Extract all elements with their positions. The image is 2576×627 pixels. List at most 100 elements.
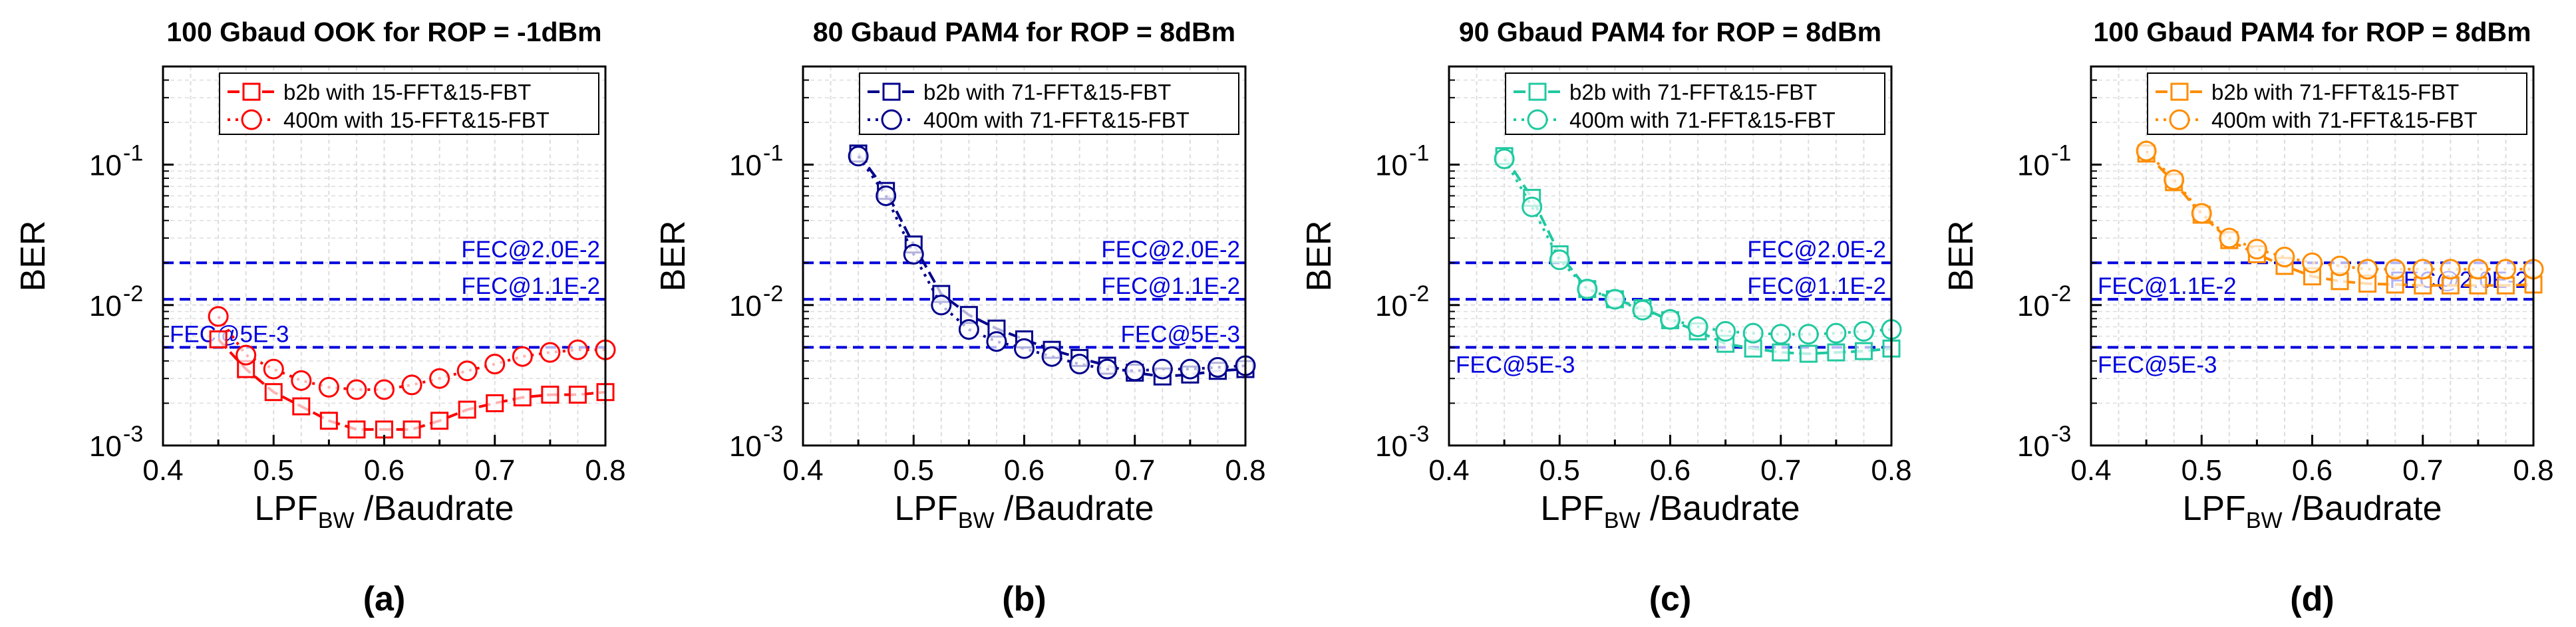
fec-threshold-label: FEC@2.0E-2 [1747,237,1886,263]
chart-title: 100 Gbaud OOK for ROP = -1dBm [166,17,601,47]
data-point-circle [2246,239,2267,260]
data-point-circle [1770,324,1792,345]
data-point-circle [2412,259,2434,280]
legend-entry: 400m with 15-FFT&15-FBT [283,108,550,132]
y-tick-label: 10 [2017,430,2050,463]
data-point-circle [1180,358,1201,380]
data-point-circle [1632,299,1653,320]
data-point-circle [318,376,339,398]
data-point-square [1854,342,1873,360]
legend-entry: b2b with 71-FFT&15-FBT [1569,80,1817,104]
x-tick-label: 0.6 [2292,454,2333,487]
y-tick-label: 10 [2017,150,2050,182]
x-tick-label: 0.7 [1114,454,1155,487]
data-point-circle [1826,322,1847,344]
data-point-circle [567,339,588,360]
x-axis-label-subscript: BW [2246,508,2283,533]
x-tick-label: 0.6 [364,454,404,487]
data-point-square [430,412,449,430]
x-tick-label: 0.8 [1225,454,1265,487]
data-point-square [2469,276,2488,295]
data-point-circle [401,374,422,396]
data-point-square [541,386,560,404]
chart-panel-a: 100 Gbaud OOK for ROP = -1dBm FEC@2.0E-2 F… [14,17,626,618]
data-point-square [486,394,504,412]
data-point-square [568,386,587,404]
data-point-circle [1660,309,1681,330]
data-point-square [1799,344,1818,363]
data-point-circle [374,379,395,400]
data-point-square [347,420,366,439]
legend: b2b with 71-FFT&15-FBT 400m with 71-FFT&1… [859,72,1239,135]
y-axis-label: BER [654,221,693,292]
data-point-circle [291,370,312,391]
legend-marker-square [242,82,261,101]
chart-panel-c: 90 Gbaud PAM4 for ROP = 8dBm FEC@2.0E-2 FE… [1300,17,1912,618]
data-point-circle [1096,358,1118,380]
data-point-square [2441,276,2460,295]
series-line-b2b [217,338,606,431]
data-point-circle [2274,246,2295,267]
data-point-circle [263,358,284,380]
data-point-circle [1522,196,1543,217]
y-axis-label: BER [1942,221,1981,292]
x-axis-label-rest: /Baudrate [2283,489,2442,528]
data-point-circle [2219,227,2240,249]
data-point-circle [208,306,229,327]
fec-threshold-label: FEC@5E-3 [1121,321,1240,347]
data-point-circle [1207,357,1228,378]
y-tick-label: 10 [89,290,122,322]
panel-label: (c) [1649,580,1692,618]
legend-frame [2147,72,2527,135]
data-point-square [2496,276,2515,295]
y-tick-label: 10 [729,430,762,463]
data-point-square [513,388,532,407]
y-tick-exponent: -1 [123,141,143,166]
x-axis-label-rest: /Baudrate [995,489,1154,528]
data-point-circle [1853,320,1874,342]
data-point-circle [2302,252,2323,273]
x-tick-label: 0.5 [1539,454,1580,487]
y-tick-label: 10 [89,150,122,182]
x-tick-label: 0.4 [1428,454,1469,487]
fec-threshold-label: FEC@5E-3 [1456,352,1575,378]
y-tick-label: 10 [89,430,122,463]
panel-label: (a) [363,580,406,618]
data-point-circle [2329,255,2350,277]
data-point-circle [2384,259,2406,280]
x-axis-label-main: LPF [894,489,957,528]
x-tick-label: 0.4 [142,454,183,487]
legend-marker-square [1528,82,1547,101]
legend-frame [1505,72,1885,135]
legend-frame [859,72,1239,135]
data-point-circle [236,344,257,366]
y-tick-exponent: -3 [2051,422,2071,447]
series-line-b2b [1503,155,1892,356]
x-tick-label: 0.7 [474,454,515,487]
x-axis-label: LPFBW /Baudrate [2182,489,2442,533]
x-tick-label: 0.8 [1871,454,1911,487]
legend-marker-circle [881,109,902,130]
y-tick-exponent: -1 [2051,141,2071,166]
x-tick-label: 0.5 [253,454,294,487]
panel-label: (d) [2290,580,2334,618]
x-tick-label: 0.8 [2513,454,2553,487]
data-point-square [2414,276,2432,295]
x-axis-label-subscript: BW [318,508,355,533]
data-point-circle [986,331,1007,352]
data-point-square [292,397,311,416]
x-axis-label-rest: /Baudrate [355,489,514,528]
data-point-circle [2357,259,2378,280]
data-point-circle [848,146,869,167]
data-point-circle [2191,203,2212,224]
data-point-square [264,383,283,402]
y-tick-exponent: -2 [123,281,143,307]
data-point-square [209,330,228,348]
fec-threshold-label: FEC@2.0E-2 [461,237,600,263]
data-point-circle [2136,140,2157,162]
y-tick-exponent: -1 [763,141,783,166]
data-point-square [1827,343,1846,362]
y-tick-label: 10 [729,290,762,322]
data-point-square [458,400,476,419]
legend-entry: 400m with 71-FFT&15-FBT [2211,108,2478,132]
